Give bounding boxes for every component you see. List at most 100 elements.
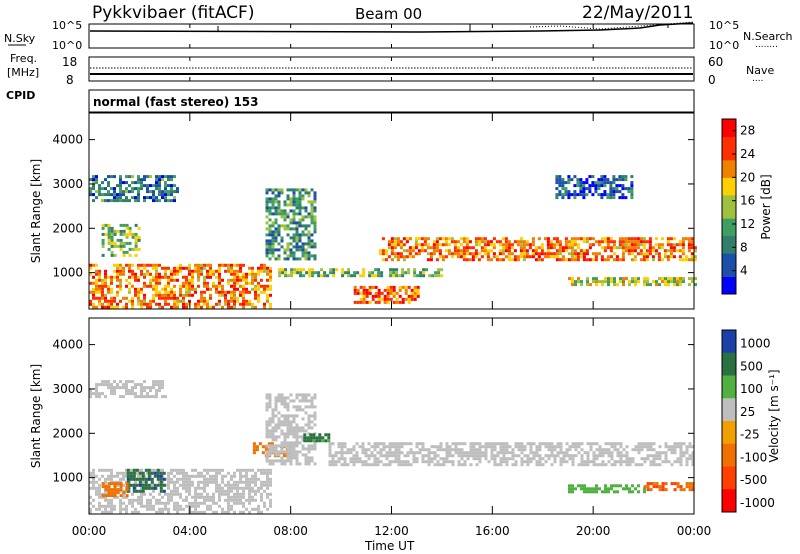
data-cell — [283, 438, 287, 442]
data-cell — [499, 445, 503, 449]
data-cell — [203, 486, 206, 490]
data-cell — [364, 463, 368, 467]
data-cell — [585, 249, 589, 253]
data-cell — [681, 237, 685, 241]
data-cell — [233, 483, 236, 487]
data-cell — [595, 448, 599, 452]
data-cell — [152, 504, 155, 508]
data-cell — [122, 471, 125, 475]
data-cell — [277, 417, 281, 421]
data-cell — [113, 196, 116, 200]
data-cell — [594, 240, 598, 244]
data-cell — [98, 278, 101, 282]
data-cell — [248, 477, 251, 481]
data-cell — [116, 293, 119, 297]
data-cell — [663, 249, 667, 253]
data-cell — [141, 489, 145, 493]
data-cell — [637, 445, 641, 449]
data-cell — [469, 463, 473, 467]
data-cell — [158, 190, 161, 194]
data-cell — [98, 395, 101, 399]
data-cell — [496, 463, 500, 467]
data-cell — [550, 463, 554, 467]
data-cell — [646, 488, 650, 492]
data-cell — [613, 463, 617, 467]
data-cell — [122, 491, 126, 495]
data-cell — [188, 293, 191, 297]
data-cell — [158, 175, 161, 179]
data-cell — [654, 243, 658, 247]
data-cell — [203, 284, 206, 288]
data-cell — [203, 266, 206, 270]
data-cell — [567, 190, 571, 194]
data-cell — [585, 193, 589, 197]
data-cell — [134, 247, 138, 251]
data-cell — [101, 223, 105, 227]
data-cell — [307, 423, 311, 427]
data-cell — [586, 460, 590, 464]
data-cell — [516, 243, 520, 247]
data-cell — [492, 252, 496, 256]
data-cell — [490, 448, 494, 452]
data-cell — [110, 305, 113, 309]
data-cell — [182, 474, 185, 478]
data-cell — [435, 240, 439, 244]
data-cell — [277, 453, 281, 457]
data-cell — [604, 484, 607, 488]
data-cell — [203, 468, 206, 472]
data-cell — [505, 445, 509, 449]
data-cell — [526, 442, 530, 446]
data-cell — [173, 486, 176, 490]
data-cell — [200, 290, 203, 294]
data-cell — [152, 275, 155, 279]
data-cell — [332, 268, 336, 272]
data-cell — [248, 501, 251, 505]
data-cell — [559, 448, 563, 452]
data-cell — [298, 257, 302, 261]
data-cell — [597, 193, 601, 197]
data-cell — [301, 230, 305, 234]
data-cell — [619, 484, 622, 488]
data-cell — [134, 290, 137, 294]
data-cell — [328, 454, 332, 458]
data-cell — [194, 510, 197, 514]
data-cell — [170, 495, 173, 499]
data-cell — [206, 495, 209, 499]
data-cell — [609, 196, 613, 200]
data-cell — [104, 507, 107, 511]
data-cell — [362, 294, 366, 298]
data-cell — [152, 263, 155, 267]
data-cell — [441, 255, 445, 259]
data-cell — [149, 175, 152, 179]
data-cell — [414, 240, 418, 244]
data-cell — [331, 460, 335, 464]
data-cell — [92, 178, 95, 182]
data-cell — [125, 386, 128, 390]
data-cell — [197, 510, 200, 514]
data-cell — [314, 271, 318, 275]
data-cell — [191, 483, 194, 487]
data-cell — [209, 263, 212, 267]
data-cell — [562, 460, 566, 464]
data-cell — [150, 480, 154, 484]
data-cell — [661, 482, 665, 486]
data-cell — [676, 277, 679, 281]
data-cell — [125, 187, 128, 191]
data-cell — [286, 402, 290, 406]
data-cell — [92, 498, 95, 502]
data-cell — [200, 495, 203, 499]
data-cell — [242, 480, 245, 484]
data-cell — [465, 249, 469, 253]
data-cell — [486, 240, 490, 244]
data-cell — [131, 386, 134, 390]
data-cell — [391, 442, 395, 446]
data-cell — [113, 275, 116, 279]
data-cell — [417, 249, 421, 253]
data-cell — [682, 442, 686, 446]
data-cell — [278, 271, 282, 275]
data-cell — [459, 252, 463, 256]
data-cell — [119, 247, 123, 251]
data-cell — [134, 196, 137, 200]
colorbar-segment — [722, 130, 736, 137]
data-cell — [421, 442, 425, 446]
